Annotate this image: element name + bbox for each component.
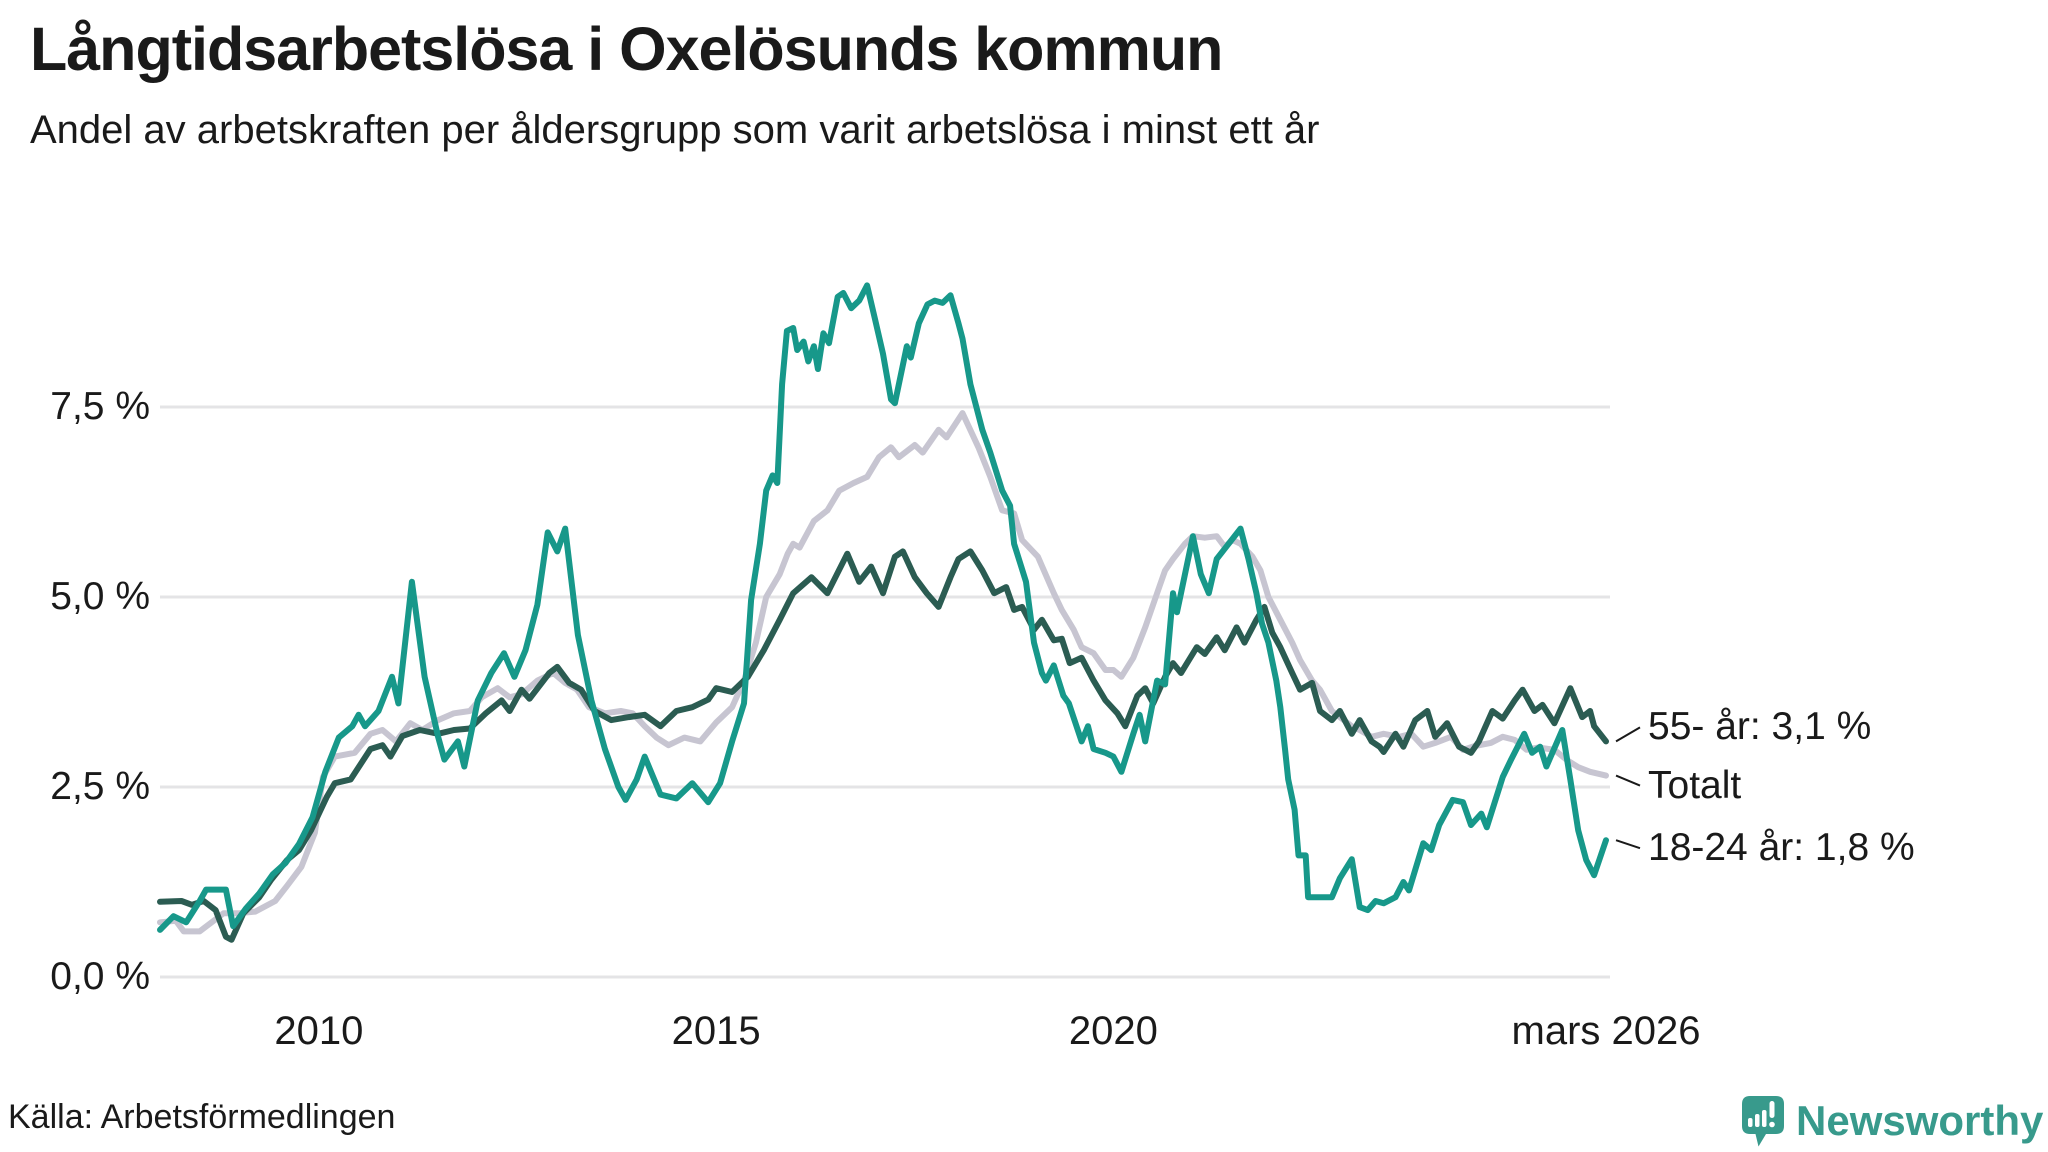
- series-line-55- år: [157, 548, 1609, 943]
- label-connector-55- år: [1615, 726, 1641, 743]
- x-tick-2010: 2010: [274, 1009, 364, 1053]
- series-line-Totalt: [157, 410, 1609, 935]
- page-title: Långtidsarbetslösa i Oxelösunds kommun: [30, 15, 1223, 83]
- chart-subtitle: Andel av arbetskraften per åldersgrupp s…: [30, 108, 1320, 152]
- source-note: Källa: Arbetsförmedlingen: [8, 1098, 396, 1136]
- x-tick-2015: 2015: [671, 1009, 761, 1053]
- y-tick-0,0 %: 0,0 %: [50, 955, 150, 998]
- series-line-18-24 år: [157, 282, 1609, 933]
- end-label-55- år: 55- år: 3,1 %: [1648, 705, 1872, 749]
- newsworthy-logo-text: Newsworthy: [1796, 1097, 2044, 1144]
- newsworthy-logo: Newsworthy: [1742, 1096, 2043, 1148]
- end-label-18-24 år: 18-24 år: 1,8 %: [1648, 826, 1915, 870]
- end-label-Totalt: Totalt: [1648, 763, 1742, 807]
- x-tick-mars 2026: mars 2026: [1511, 1009, 1701, 1053]
- label-connector-Totalt: [1615, 774, 1641, 787]
- y-tick-5,0 %: 5,0 %: [50, 575, 150, 618]
- x-tick-2020: 2020: [1068, 1009, 1158, 1053]
- y-tick-2,5 %: 2,5 %: [50, 765, 150, 808]
- newsworthy-speech-bubble-icon: [1742, 1096, 1784, 1147]
- label-connector-18-24 år: [1615, 839, 1641, 850]
- y-tick-7,5 %: 7,5 %: [50, 385, 150, 428]
